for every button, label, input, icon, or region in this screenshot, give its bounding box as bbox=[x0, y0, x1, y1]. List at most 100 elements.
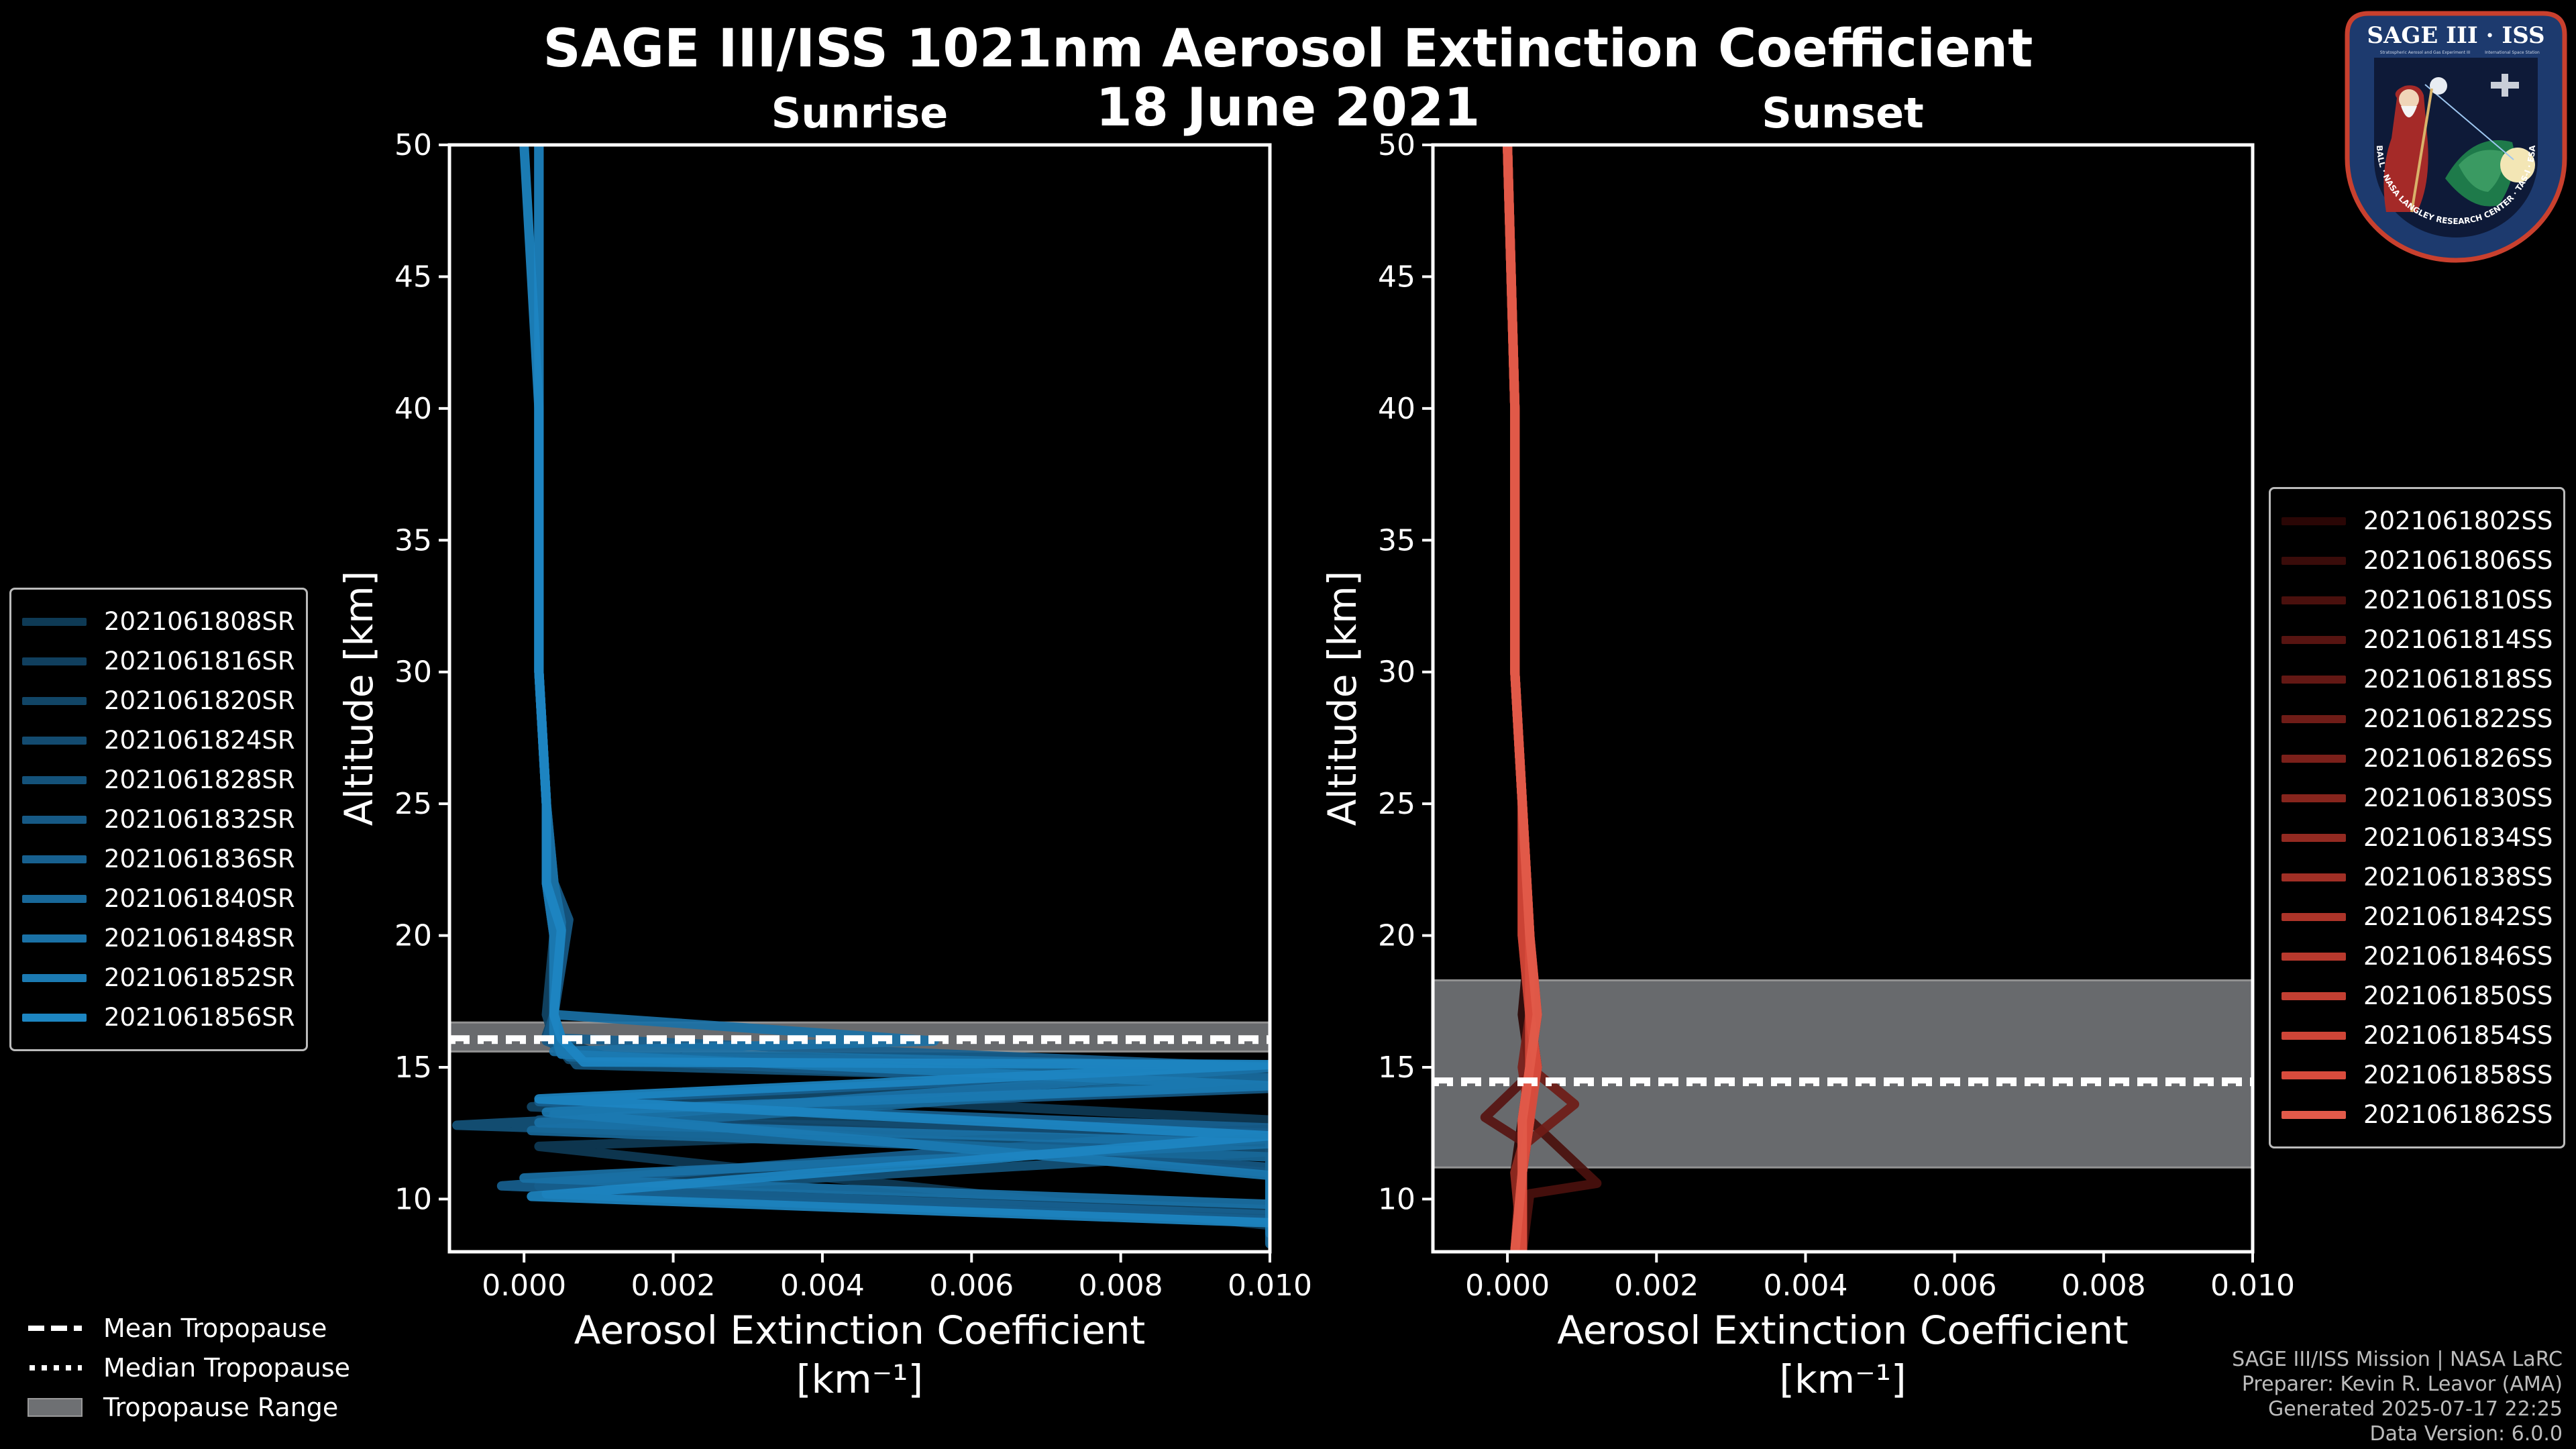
legend-item-2021061808SR: 2021061808SR bbox=[22, 602, 295, 641]
tropopause-legend: Mean Tropopause Median Tropopause Tropop… bbox=[27, 1308, 350, 1427]
legend-swatch bbox=[2282, 833, 2346, 842]
legend-item-2021061838SS: 2021061838SS bbox=[2282, 857, 2553, 897]
legend-swatch bbox=[22, 934, 87, 943]
legend-swatch bbox=[2282, 714, 2346, 723]
sunset-axes-frame bbox=[1431, 143, 2255, 1254]
legend-label: 2021061862SS bbox=[2363, 1100, 2553, 1129]
sunset-ytick-label: 45 bbox=[1378, 260, 1415, 294]
footer-line-4: Data Version: 6.0.0 bbox=[2369, 1422, 2563, 1446]
legend-swatch bbox=[2282, 1110, 2346, 1119]
legend-swatch bbox=[2282, 556, 2346, 565]
logo-subtitle-2: International Space Station bbox=[2485, 50, 2540, 55]
legend-item-2021061852SR: 2021061852SR bbox=[22, 958, 295, 998]
legend-item-2021061810SS: 2021061810SS bbox=[2282, 580, 2553, 620]
sage-iii-iss-logo: SAGE III · ISS Stratospheric Aerosol and… bbox=[2345, 11, 2567, 263]
sunset-panel-title: Sunset bbox=[1762, 89, 1924, 138]
legend-median-tropopause: Median Tropopause bbox=[27, 1348, 350, 1387]
legend-label: 2021061808SR bbox=[104, 607, 295, 636]
legend-label: 2021061846SS bbox=[2363, 942, 2553, 971]
legend-label: 2021061814SS bbox=[2363, 625, 2553, 654]
legend-item-2021061832SR: 2021061832SR bbox=[22, 800, 295, 839]
legend-label: 2021061856SR bbox=[104, 1003, 295, 1032]
sunrise-ytick-label: 50 bbox=[394, 128, 432, 162]
sunrise-ytick-label: 35 bbox=[394, 523, 432, 557]
legend-label: 2021061826SS bbox=[2363, 744, 2553, 773]
sunset-x-axis-unit: [km⁻¹] bbox=[1779, 1356, 1906, 1402]
legend-swatch bbox=[2282, 873, 2346, 881]
sunrise-xtick-label: 0.008 bbox=[1079, 1269, 1163, 1303]
sunset-ytick-label: 30 bbox=[1378, 655, 1415, 690]
logo-title: SAGE III · ISS bbox=[2367, 22, 2544, 49]
legend-item-2021061822SS: 2021061822SS bbox=[2282, 699, 2553, 739]
legend-label: 2021061806SS bbox=[2363, 546, 2553, 575]
sunrise-panel-title: Sunrise bbox=[771, 89, 949, 138]
sunset-ytick-label: 15 bbox=[1378, 1051, 1415, 1085]
tropopause-range-label: Tropopause Range bbox=[103, 1392, 339, 1422]
sunrise-axes-frame bbox=[447, 143, 1272, 1254]
dotted-line-icon bbox=[30, 1364, 82, 1371]
legend-item-2021061820SR: 2021061820SR bbox=[22, 681, 295, 720]
legend-swatch bbox=[22, 696, 87, 705]
legend-swatch bbox=[2282, 912, 2346, 921]
legend-swatch bbox=[2282, 635, 2346, 644]
legend-label: 2021061816SR bbox=[104, 647, 295, 676]
sunrise-xtick-label: 0.004 bbox=[780, 1269, 865, 1303]
sunset-xtick-label: 0.002 bbox=[1614, 1269, 1699, 1303]
profile-2021061862SS bbox=[1503, 145, 1542, 1252]
legend-label: 2021061840SR bbox=[104, 884, 295, 913]
legend-item-2021061836SR: 2021061836SR bbox=[22, 839, 295, 879]
legend-item-2021061824SR: 2021061824SR bbox=[22, 720, 295, 760]
legend-mean-tropopause: Mean Tropopause bbox=[27, 1308, 350, 1348]
sunset-xtick-label: 0.000 bbox=[1465, 1269, 1550, 1303]
legend-tropopause-range: Tropopause Range bbox=[27, 1387, 350, 1427]
sunrise-ytick-label: 30 bbox=[394, 655, 432, 690]
legend-label: 2021061850SS bbox=[2363, 981, 2553, 1010]
legend-swatch bbox=[2282, 1031, 2346, 1040]
legend-label: 2021061824SR bbox=[104, 726, 295, 755]
legend-swatch bbox=[2282, 991, 2346, 1000]
legend-item-2021061814SS: 2021061814SS bbox=[2282, 620, 2553, 659]
legend-swatch bbox=[22, 657, 87, 665]
legend-label: 2021061836SR bbox=[104, 845, 295, 873]
legend-label: 2021061810SS bbox=[2363, 586, 2553, 614]
legend-label: 2021061802SS bbox=[2363, 506, 2553, 535]
legend-label: 2021061818SS bbox=[2363, 665, 2553, 694]
footer-credits: SAGE III/ISS Mission | NASA LaRC Prepare… bbox=[2232, 1347, 2563, 1446]
sunset-y-axis-label: Altitude [km] bbox=[1320, 571, 1365, 826]
dashed-line-icon bbox=[28, 1325, 82, 1331]
sunset-x-axis-label: Aerosol Extinction Coefficient bbox=[1557, 1307, 2129, 1353]
figure-date: 18 June 2021 bbox=[1095, 78, 1481, 138]
sunrise-ytick-label: 25 bbox=[394, 787, 432, 821]
legend-label: 2021061838SS bbox=[2363, 863, 2553, 892]
legend-swatch bbox=[22, 617, 87, 626]
sunset-tropopause-range bbox=[1433, 979, 2253, 1169]
legend-item-2021061816SR: 2021061816SR bbox=[22, 641, 295, 681]
sunrise-legend: 2021061808SR 2021061816SR 2021061820SR 2021… bbox=[9, 588, 308, 1051]
sunrise-ytick-label: 40 bbox=[394, 392, 432, 426]
legend-swatch bbox=[22, 815, 87, 824]
range-swatch-icon bbox=[28, 1397, 83, 1417]
legend-item-2021061848SR: 2021061848SR bbox=[22, 918, 295, 958]
sunset-ytick-label: 35 bbox=[1378, 523, 1415, 557]
legend-swatch bbox=[22, 736, 87, 745]
legend-item-2021061854SS: 2021061854SS bbox=[2282, 1016, 2553, 1055]
sunrise-x-axis-label: Aerosol Extinction Coefficient bbox=[574, 1307, 1146, 1353]
legend-swatch bbox=[22, 1013, 87, 1022]
legend-label: 2021061842SS bbox=[2363, 902, 2553, 931]
legend-swatch bbox=[22, 775, 87, 784]
sunrise-ytick-label: 20 bbox=[394, 919, 432, 953]
legend-label: 2021061834SS bbox=[2363, 823, 2553, 852]
sunrise-ytick-label: 15 bbox=[394, 1051, 432, 1085]
legend-label: 2021061848SR bbox=[104, 924, 295, 953]
footer-line-2: Preparer: Kevin R. Leavor (AMA) bbox=[2241, 1373, 2563, 1396]
legend-swatch bbox=[2282, 675, 2346, 684]
legend-swatch bbox=[2282, 596, 2346, 604]
sunrise-ytick-label: 45 bbox=[394, 260, 432, 294]
legend-label: 2021061822SS bbox=[2363, 704, 2553, 733]
sunset-xtick-label: 0.006 bbox=[1913, 1269, 1997, 1303]
sunset-plot-area bbox=[1433, 145, 2253, 1252]
legend-swatch bbox=[2282, 794, 2346, 802]
sunrise-xtick-label: 0.006 bbox=[929, 1269, 1014, 1303]
footer-line-1: SAGE III/ISS Mission | NASA LaRC bbox=[2232, 1348, 2563, 1371]
legend-label: 2021061820SR bbox=[104, 686, 295, 715]
